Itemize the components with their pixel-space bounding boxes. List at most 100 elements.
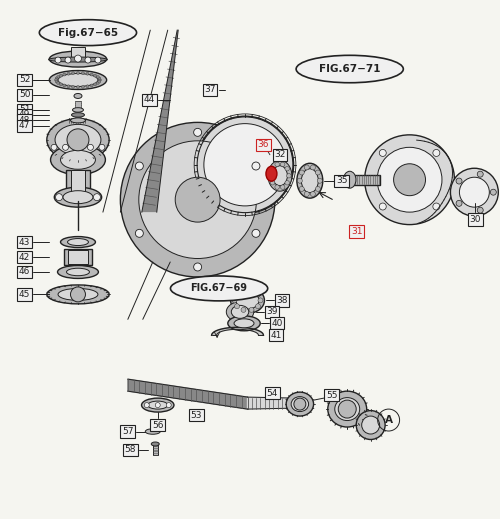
Ellipse shape	[47, 285, 109, 304]
Ellipse shape	[58, 266, 98, 279]
Ellipse shape	[228, 316, 260, 331]
Circle shape	[76, 72, 80, 75]
Ellipse shape	[68, 239, 88, 245]
Circle shape	[55, 80, 58, 83]
Circle shape	[96, 81, 99, 85]
Text: 30: 30	[470, 215, 481, 224]
Ellipse shape	[362, 416, 380, 434]
Circle shape	[460, 177, 490, 207]
Circle shape	[456, 178, 462, 184]
Ellipse shape	[40, 20, 136, 46]
Text: 51: 51	[19, 105, 30, 114]
Ellipse shape	[58, 74, 98, 87]
Text: 48: 48	[19, 116, 30, 125]
Circle shape	[256, 304, 260, 309]
Ellipse shape	[50, 71, 106, 89]
Text: 53: 53	[190, 411, 202, 419]
Circle shape	[72, 72, 74, 75]
Circle shape	[249, 307, 254, 312]
Circle shape	[394, 164, 426, 196]
Circle shape	[270, 181, 275, 185]
Ellipse shape	[230, 288, 264, 313]
Ellipse shape	[48, 57, 108, 62]
Ellipse shape	[272, 166, 287, 186]
Ellipse shape	[58, 289, 98, 301]
Ellipse shape	[236, 292, 259, 309]
Bar	[350, 175, 380, 185]
Circle shape	[85, 57, 91, 63]
Bar	[75, 101, 81, 111]
Circle shape	[234, 304, 240, 309]
Bar	[70, 47, 86, 58]
Circle shape	[96, 75, 99, 78]
Circle shape	[280, 162, 285, 167]
Circle shape	[55, 57, 61, 63]
Ellipse shape	[152, 442, 160, 446]
Circle shape	[63, 73, 66, 76]
Text: 35: 35	[336, 176, 347, 185]
Ellipse shape	[54, 187, 102, 207]
Circle shape	[88, 144, 94, 151]
Circle shape	[285, 181, 290, 185]
Circle shape	[99, 144, 105, 151]
Circle shape	[60, 83, 62, 86]
Text: 38: 38	[276, 296, 287, 305]
Circle shape	[490, 189, 496, 195]
Polygon shape	[248, 397, 295, 409]
Circle shape	[82, 72, 84, 75]
Circle shape	[285, 167, 290, 171]
Ellipse shape	[204, 124, 286, 206]
Circle shape	[286, 173, 291, 178]
Bar	[70, 170, 86, 199]
Circle shape	[60, 74, 62, 77]
Circle shape	[67, 72, 70, 75]
Circle shape	[166, 403, 171, 407]
Ellipse shape	[170, 276, 268, 301]
Text: 43: 43	[19, 238, 30, 247]
Circle shape	[72, 85, 74, 88]
Ellipse shape	[148, 401, 168, 409]
Circle shape	[294, 398, 306, 410]
Circle shape	[433, 203, 440, 210]
Polygon shape	[128, 379, 248, 409]
Text: 56: 56	[152, 420, 164, 430]
Circle shape	[54, 78, 58, 81]
Circle shape	[241, 307, 246, 312]
Text: 58: 58	[124, 445, 136, 455]
Text: 49: 49	[19, 111, 30, 119]
Circle shape	[310, 165, 316, 170]
Circle shape	[275, 162, 280, 167]
Text: 52: 52	[19, 75, 30, 85]
Circle shape	[364, 135, 454, 225]
Circle shape	[275, 185, 280, 189]
Ellipse shape	[146, 429, 160, 434]
Circle shape	[252, 229, 260, 237]
Polygon shape	[142, 30, 178, 212]
Text: Fig.67−65: Fig.67−65	[58, 28, 118, 38]
Polygon shape	[212, 327, 264, 335]
Circle shape	[450, 168, 498, 216]
Bar	[470, 188, 483, 197]
Circle shape	[456, 200, 462, 207]
Circle shape	[94, 83, 96, 86]
Circle shape	[86, 85, 89, 88]
Circle shape	[377, 147, 442, 212]
Ellipse shape	[302, 169, 318, 193]
Circle shape	[256, 292, 260, 297]
Ellipse shape	[50, 145, 106, 175]
Circle shape	[316, 170, 320, 175]
Text: 54: 54	[267, 389, 278, 398]
Ellipse shape	[60, 151, 96, 169]
Ellipse shape	[47, 119, 109, 161]
Bar	[68, 250, 88, 264]
Circle shape	[433, 149, 440, 156]
Circle shape	[67, 85, 70, 88]
Circle shape	[175, 177, 220, 222]
Text: 36: 36	[258, 140, 269, 149]
Circle shape	[194, 128, 202, 136]
Circle shape	[76, 86, 80, 88]
Circle shape	[120, 122, 275, 277]
Text: 47: 47	[19, 121, 30, 130]
Ellipse shape	[296, 56, 404, 83]
Text: 46: 46	[19, 267, 30, 277]
